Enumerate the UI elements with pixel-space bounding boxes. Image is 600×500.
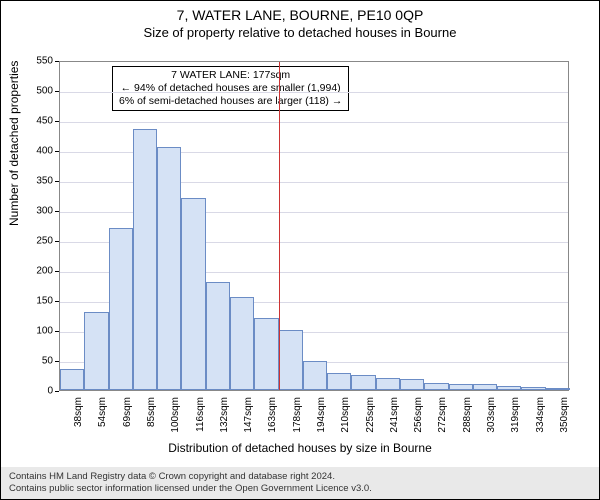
x-tick-label: 38sqm — [73, 397, 84, 447]
reference-line — [279, 62, 280, 390]
x-tick-label: 225sqm — [365, 397, 376, 447]
histogram-bar — [400, 379, 424, 390]
x-axis-label: Distribution of detached houses by size … — [1, 441, 599, 455]
y-tick-label: 500 — [13, 86, 53, 97]
y-tick-label: 400 — [13, 146, 53, 157]
histogram-bar — [351, 375, 375, 390]
x-tick-label: 100sqm — [170, 397, 181, 447]
x-tick-label: 256sqm — [413, 397, 424, 447]
chart-subtitle: Size of property relative to detached ho… — [1, 23, 599, 40]
attribution-footer: Contains HM Land Registry data © Crown c… — [1, 467, 599, 499]
y-tick-label: 350 — [13, 176, 53, 187]
x-tick-label: 210sqm — [340, 397, 351, 447]
x-tick-label: 350sqm — [559, 397, 570, 447]
histogram-bar — [109, 228, 133, 390]
chart-container: 7, WATER LANE, BOURNE, PE10 0QP Size of … — [0, 0, 600, 500]
y-tick-label: 250 — [13, 236, 53, 247]
histogram-bar — [376, 378, 400, 390]
x-tick-label: 85sqm — [146, 397, 157, 447]
histogram-bar — [449, 384, 473, 390]
annotation-line: 6% of semi-detached houses are larger (1… — [119, 95, 342, 108]
histogram-bar — [473, 384, 497, 390]
x-tick-label: 241sqm — [389, 397, 400, 447]
histogram-bar — [497, 386, 521, 390]
histogram-bar — [206, 282, 230, 390]
y-tick-label: 50 — [13, 356, 53, 367]
x-tick-label: 54sqm — [97, 397, 108, 447]
x-tick-label: 116sqm — [195, 397, 206, 447]
annotation-line: 7 WATER LANE: 177sqm — [119, 69, 342, 82]
histogram-bar — [157, 147, 181, 390]
plot-area: 7 WATER LANE: 177sqm ← 94% of detached h… — [59, 61, 569, 391]
y-tick-label: 450 — [13, 116, 53, 127]
x-tick-label: 163sqm — [267, 397, 278, 447]
x-tick-label: 272sqm — [437, 397, 448, 447]
histogram-bar — [133, 129, 157, 390]
y-tick-label: 200 — [13, 266, 53, 277]
histogram-bar — [254, 318, 278, 390]
histogram-bar — [303, 361, 327, 390]
histogram-bar — [181, 198, 205, 390]
y-tick-label: 300 — [13, 206, 53, 217]
histogram-bar — [84, 312, 108, 390]
x-tick-label: 178sqm — [292, 397, 303, 447]
chart-title: 7, WATER LANE, BOURNE, PE10 0QP — [1, 1, 599, 23]
x-tick-label: 319sqm — [510, 397, 521, 447]
y-tick-label: 150 — [13, 296, 53, 307]
histogram-bar — [60, 369, 84, 390]
y-tick-label: 550 — [13, 56, 53, 67]
histogram-bar — [327, 373, 351, 390]
x-tick-label: 303sqm — [486, 397, 497, 447]
histogram-bar — [279, 330, 303, 390]
histogram-bar — [521, 387, 545, 390]
x-tick-label: 288sqm — [462, 397, 473, 447]
histogram-bar — [424, 383, 448, 390]
x-tick-label: 194sqm — [316, 397, 327, 447]
x-tick-label: 334sqm — [535, 397, 546, 447]
annotation-line: ← 94% of detached houses are smaller (1,… — [119, 82, 342, 95]
annotation-box: 7 WATER LANE: 177sqm ← 94% of detached h… — [112, 66, 349, 111]
x-tick-label: 132sqm — [219, 397, 230, 447]
x-tick-label: 69sqm — [122, 397, 133, 447]
footer-line: Contains HM Land Registry data © Crown c… — [9, 471, 591, 483]
histogram-bar — [230, 297, 254, 390]
x-tick-label: 147sqm — [243, 397, 254, 447]
y-tick-label: 0 — [13, 386, 53, 397]
histogram-bar — [546, 388, 570, 390]
y-tick-label: 100 — [13, 326, 53, 337]
footer-line: Contains public sector information licen… — [9, 483, 591, 495]
